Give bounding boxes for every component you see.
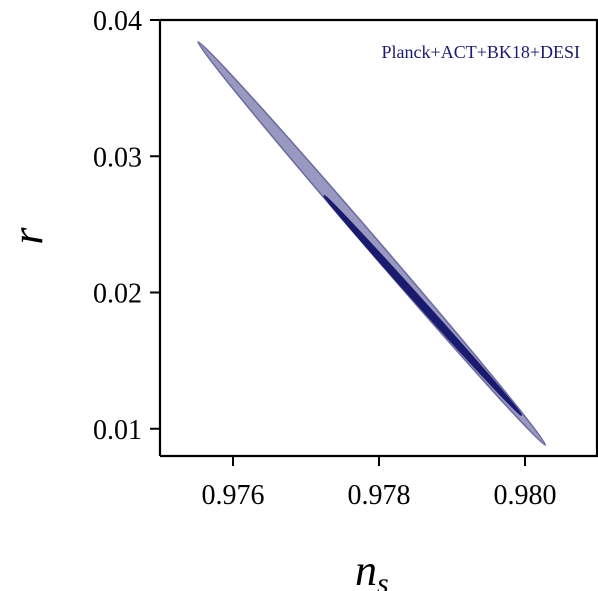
y-tick-label: 0.02: [93, 279, 142, 310]
y-tick-label: 0.04: [93, 6, 142, 37]
y-tick-label: 0.01: [93, 415, 142, 446]
contour-layer: [197, 41, 547, 446]
y-axis-label: r: [3, 227, 52, 245]
contour-68-region: [323, 194, 523, 416]
x-axis-label-subscript: s: [377, 567, 389, 591]
axes: [158, 18, 598, 458]
x-tick-label: 0.978: [348, 480, 411, 511]
x-axis-label-main: n: [355, 546, 377, 591]
y-tick-label: 0.03: [93, 142, 142, 173]
y-ticks: 0.01 0.02 0.03 0.04: [93, 6, 160, 446]
x-tick-label: 0.976: [202, 480, 265, 511]
x-ticks: 0.976 0.978 0.980: [202, 456, 557, 511]
x-axis-label: ns: [355, 546, 389, 591]
x-tick-label: 0.980: [494, 480, 557, 511]
legend-entry: Planck+ACT+BK18+DESI: [382, 42, 580, 62]
